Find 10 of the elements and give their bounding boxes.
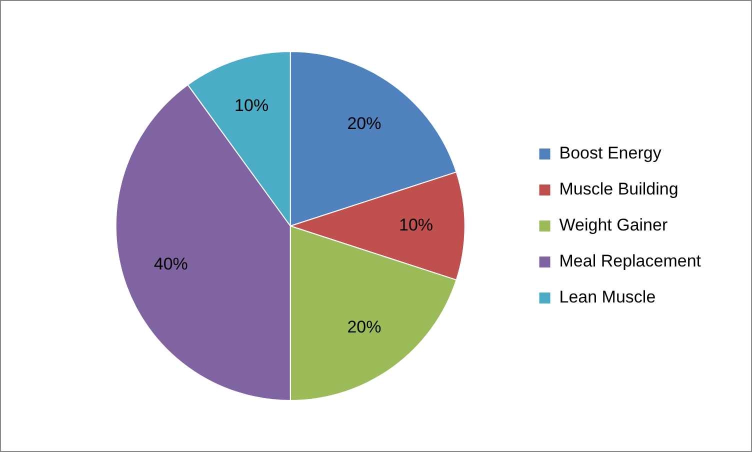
data-label: 10% <box>399 216 434 235</box>
legend-label: Weight Gainer <box>559 216 668 235</box>
legend-label: Muscle Building <box>559 180 678 199</box>
data-label: 20% <box>347 114 382 134</box>
legend-label: Lean Muscle <box>559 288 656 307</box>
data-label: 20% <box>347 317 382 336</box>
legend-label: Boost Energy <box>559 144 662 163</box>
legend-label: Meal Replacement <box>559 252 702 271</box>
data-label: 10% <box>234 96 269 116</box>
data-label: 40% <box>154 254 188 274</box>
